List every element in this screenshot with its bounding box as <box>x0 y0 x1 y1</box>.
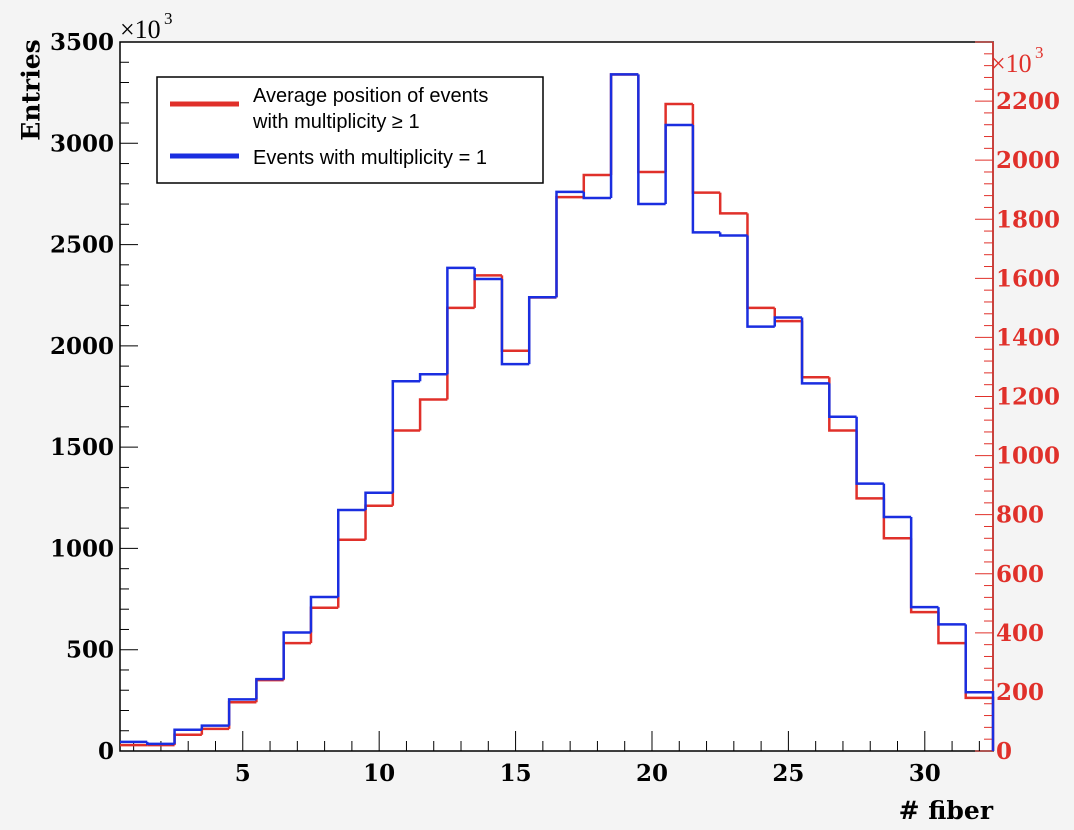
right-exponent-power: 3 <box>1035 43 1044 62</box>
histogram-bin <box>800 317 830 385</box>
left-tick-label: 500 <box>66 637 114 664</box>
x-tick-label: 5 <box>235 760 251 787</box>
left-tick-label: 1000 <box>50 535 114 562</box>
histogram-bin <box>500 279 530 366</box>
right-tick-label: 2200 <box>996 88 1060 115</box>
right-tick-label: 1600 <box>996 265 1060 292</box>
histogram-bin <box>609 73 639 198</box>
x-tick-label: 10 <box>363 760 395 787</box>
right-tick-label: 200 <box>996 679 1044 706</box>
histogram-bin <box>337 508 366 598</box>
histogram-bin <box>637 74 666 206</box>
x-tick-label: 30 <box>909 760 941 787</box>
right-tick-label: 400 <box>996 620 1044 647</box>
histogram-bin <box>937 607 966 626</box>
right-tick-label: 1400 <box>996 324 1060 351</box>
right-exponent-label: ×10 3 <box>991 43 1044 78</box>
left-tick-label: 2500 <box>50 232 114 259</box>
left-exponent-label: ×10 3 <box>120 9 173 44</box>
left-tick-label: 1500 <box>50 434 114 461</box>
histogram-bin <box>718 232 748 237</box>
series-blue-group <box>120 73 995 751</box>
legend: Average position of events with multipli… <box>156 76 544 184</box>
right-tick-label: 600 <box>996 561 1044 588</box>
histogram-bin <box>364 491 393 510</box>
histogram-bin <box>855 416 884 485</box>
series-layer <box>120 73 995 751</box>
left-tick-label: 2000 <box>50 333 114 360</box>
histogram-bin <box>555 190 584 298</box>
histogram-bin <box>964 624 995 751</box>
left-tick-label: 0 <box>98 738 114 765</box>
histogram-bin <box>282 631 311 680</box>
histogram-bin <box>309 595 339 633</box>
histogram-bin <box>146 741 175 746</box>
histogram-bin <box>718 192 748 215</box>
histogram-bin <box>691 125 721 234</box>
legend-entry-2-label: Events with multiplicity = 1 <box>253 147 487 169</box>
histogram-bin <box>227 698 257 726</box>
histogram-bin <box>391 380 421 493</box>
x-tick-label: 15 <box>500 760 532 787</box>
right-tick-label: 800 <box>996 502 1044 529</box>
y-axis-title: Entries <box>17 39 46 140</box>
histogram-bin <box>773 316 803 327</box>
histogram-bin <box>418 372 448 382</box>
histogram-bin <box>446 266 475 375</box>
right-tick-label: 1200 <box>996 384 1060 411</box>
right-tick-label: 2000 <box>996 147 1060 174</box>
right-tick-label: 0 <box>996 738 1012 765</box>
histogram-bin <box>173 728 202 744</box>
right-tick-label: 1000 <box>996 443 1060 470</box>
histogram-bin <box>909 517 939 609</box>
histogram-bin <box>255 677 284 700</box>
legend-box <box>156 76 544 184</box>
histogram-bin <box>582 173 612 198</box>
histogram-bin <box>828 383 857 419</box>
right-y-axis: 0 200 400 600 800 1000 1200 1400 1600 1800 2000 220… <box>975 41 1060 765</box>
left-y-axis: 0 500 1000 1500 2000 2500 3000 3500 <box>50 29 138 765</box>
histogram-bin <box>200 724 230 730</box>
left-tick-label: 3500 <box>50 29 114 56</box>
right-exponent-base: ×10 <box>991 49 1032 78</box>
x-axis-title: # fiber <box>899 796 994 825</box>
histogram-bin <box>882 483 912 519</box>
histogram-bin <box>746 235 775 328</box>
histogram-bin <box>473 267 502 281</box>
legend-entry-1-line2: with multiplicity ≥ 1 <box>252 111 420 133</box>
left-exponent-power: 3 <box>164 9 173 28</box>
left-exponent-base: ×10 <box>120 15 161 44</box>
right-tick-label: 1800 <box>996 206 1060 233</box>
histogram-bin <box>527 295 557 365</box>
left-tick-label: 3000 <box>50 130 114 157</box>
histogram-bin <box>582 191 612 200</box>
histogram-bin <box>418 398 448 431</box>
histogram-bin <box>664 123 693 205</box>
x-tick-label: 20 <box>636 760 668 787</box>
x-tick-label: 25 <box>772 760 804 787</box>
legend-entry-1-line1: Average position of events <box>253 85 488 107</box>
x-axis: 5 10 15 20 25 30 <box>133 731 980 787</box>
